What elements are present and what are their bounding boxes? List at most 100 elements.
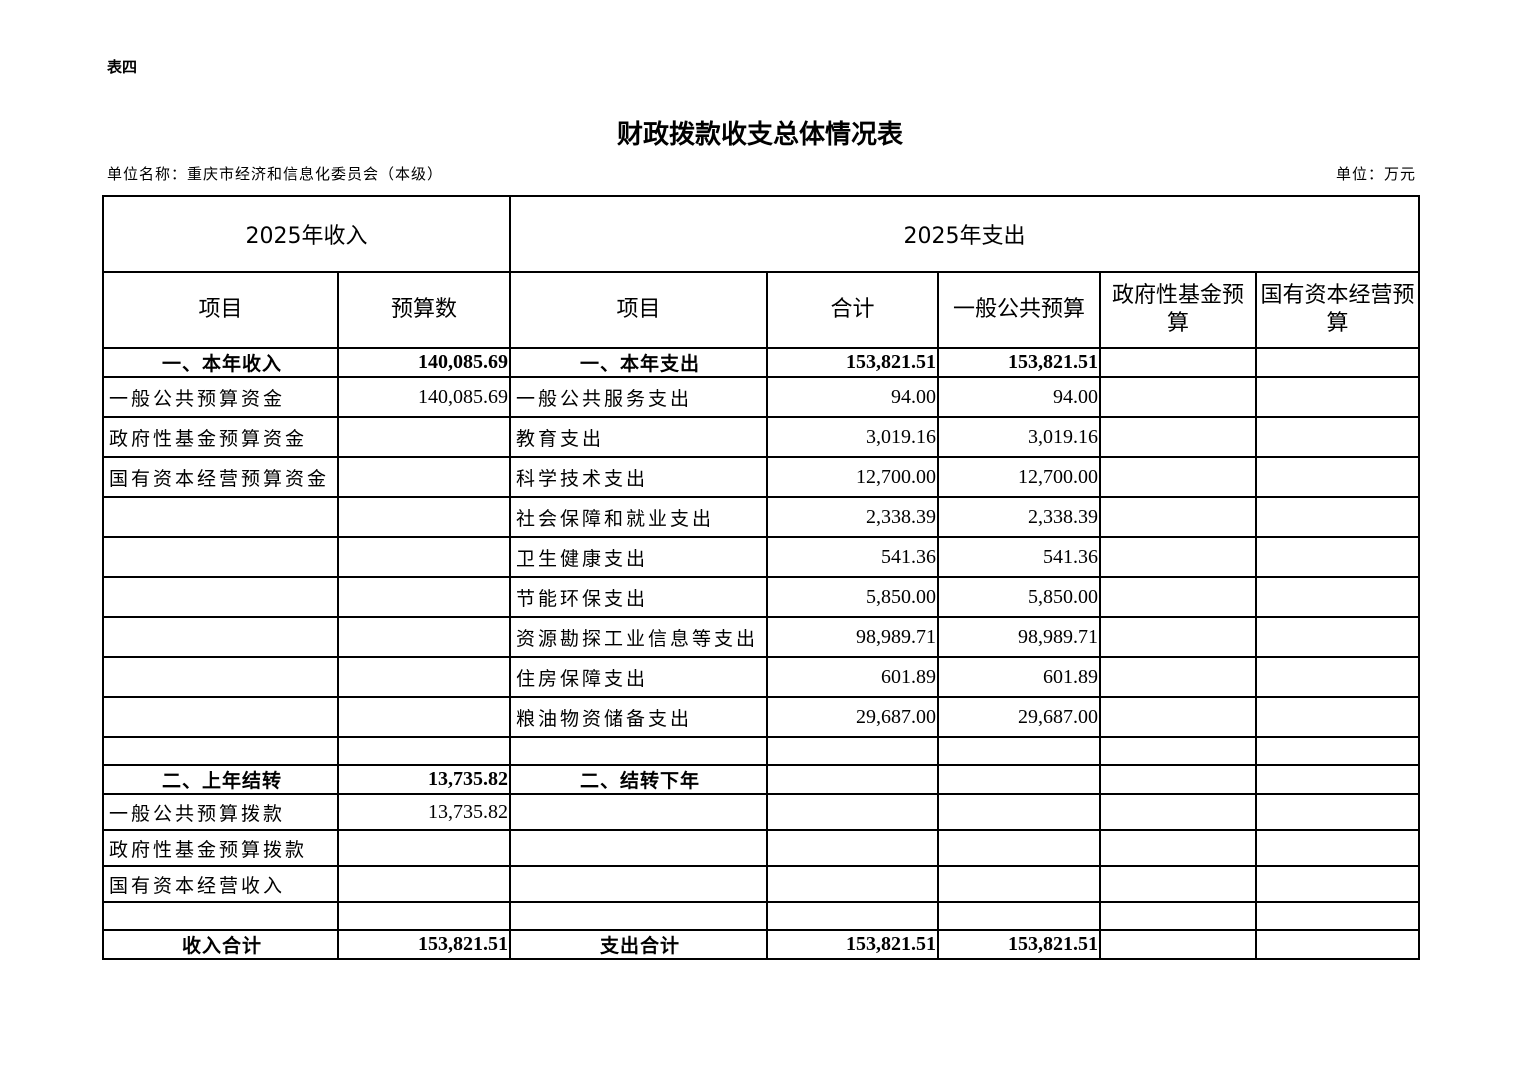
table-row: 国有资本经营预算资金 科学技术支出 12,700.00 12,700.00 [102,456,1421,498]
table-row: 一、本年收入 140,085.69 一、本年支出 153,821.51 153,821.… [102,347,1421,378]
table-cell [1254,865,1421,903]
table-cell: 政府性基金预算拨款 [102,829,339,867]
table-cell [1099,656,1257,698]
col-header: 预算数 [337,271,511,349]
col-header: 政府性基金预算 [1099,271,1257,349]
table-cell: 收入合计 [102,929,339,960]
table-row: 一般公共预算资金 140,085.69 一般公共服务支出 94.00 94.00 [102,376,1421,418]
unit-label: 单位：万元 [1335,165,1416,183]
table-cell: 支出合计 [509,929,768,960]
table-cell: 5,850.00 [766,576,939,618]
table-cell: 一般公共预算拨款 [102,793,339,831]
table-cell [1099,696,1257,738]
table-cell: 资源勘探工业信息等支出 [509,616,768,658]
col-header: 国有资本经营预算 [1254,271,1421,349]
table-cell: 政府性基金预算资金 [102,416,339,458]
table-cell: 节能环保支出 [509,576,768,618]
table-row [102,736,1421,766]
table-cell [937,764,1101,795]
table-cell: 153,821.51 [937,347,1101,378]
table-cell: 98,989.71 [937,616,1101,658]
table-cell [509,793,768,831]
table-cell [1254,793,1421,831]
table-cell [1099,496,1257,538]
table-cell: 卫生健康支出 [509,536,768,578]
table-cell [337,576,511,618]
table-cell: 140,085.69 [337,376,511,418]
table-cell: 13,735.82 [337,764,511,795]
table-cell [337,829,511,867]
table-cell [102,736,339,766]
table-cell [1254,536,1421,578]
page-title: 财政拨款收支总体情况表 [616,120,903,150]
table-cell [1099,865,1257,903]
table-cell [509,901,768,931]
table-cell [1254,696,1421,738]
table-cell [102,616,339,658]
table-cell [1254,376,1421,418]
table-cell [337,696,511,738]
table-cell: 153,821.51 [337,929,511,960]
table-cell [1099,347,1257,378]
table-cell: 98,989.71 [766,616,939,658]
table-row: 社会保障和就业支出 2,338.39 2,338.39 [102,496,1421,538]
table-cell: 29,687.00 [766,696,939,738]
table-row: 资源勘探工业信息等支出 98,989.71 98,989.71 [102,616,1421,658]
table-cell: 153,821.51 [766,347,939,378]
table-cell: 住房保障支出 [509,656,768,698]
table-row: 政府性基金预算资金 教育支出 3,019.16 3,019.16 [102,416,1421,458]
table-cell: 3,019.16 [937,416,1101,458]
table-cell: 601.89 [766,656,939,698]
table-cell: 13,735.82 [337,793,511,831]
table-row: 二、上年结转 13,735.82 二、结转下年 [102,764,1421,795]
table-cell: 一般公共预算资金 [102,376,339,418]
table-cell: 国有资本经营预算资金 [102,456,339,498]
unit-name: 单位名称：重庆市经济和信息化委员会（本级） [107,165,444,183]
table-cell: 12,700.00 [937,456,1101,498]
table-row: 卫生健康支出 541.36 541.36 [102,536,1421,578]
table-cell [509,829,768,867]
table-cell [102,901,339,931]
table-cell [337,496,511,538]
table-cell: 601.89 [937,656,1101,698]
table-cell [1254,456,1421,498]
table-cell: 二、上年结转 [102,764,339,795]
table-row: 收入合计 153,821.51 支出合计 153,821.51 153,821.51 [102,929,1421,960]
table-row: 国有资本经营收入 [102,865,1421,903]
col-header: 一般公共预算 [937,271,1101,349]
table-row [102,901,1421,931]
table-cell [1099,736,1257,766]
table-cell [1254,736,1421,766]
table-cell [337,416,511,458]
table-cell: 教育支出 [509,416,768,458]
table-cell: 94.00 [937,376,1101,418]
table-cell [102,536,339,578]
table-cell [1099,829,1257,867]
table-cell [1254,929,1421,960]
col-header: 合计 [766,271,939,349]
table-cell [766,736,939,766]
table-cell: 一、本年收入 [102,347,339,378]
table-cell [337,456,511,498]
table-row: 节能环保支出 5,850.00 5,850.00 [102,576,1421,618]
table-cell [1254,901,1421,931]
table-cell [337,736,511,766]
table-cell: 12,700.00 [766,456,939,498]
table-cell [766,829,939,867]
table-cell [102,576,339,618]
table-cell [1099,456,1257,498]
table-cell: 粮油物资储备支出 [509,696,768,738]
col-header: 项目 [102,271,339,349]
table-row: 政府性基金预算拨款 [102,829,1421,867]
table-cell [1254,347,1421,378]
table-cell: 3,019.16 [766,416,939,458]
table-cell: 一般公共服务支出 [509,376,768,418]
table-cell [1099,576,1257,618]
table-cell [937,736,1101,766]
table-cell: 541.36 [766,536,939,578]
table-cell [337,616,511,658]
table-cell [1254,496,1421,538]
table-cell [1099,376,1257,418]
table-cell: 科学技术支出 [509,456,768,498]
expense-header: 2025年支出 [508,195,1421,273]
